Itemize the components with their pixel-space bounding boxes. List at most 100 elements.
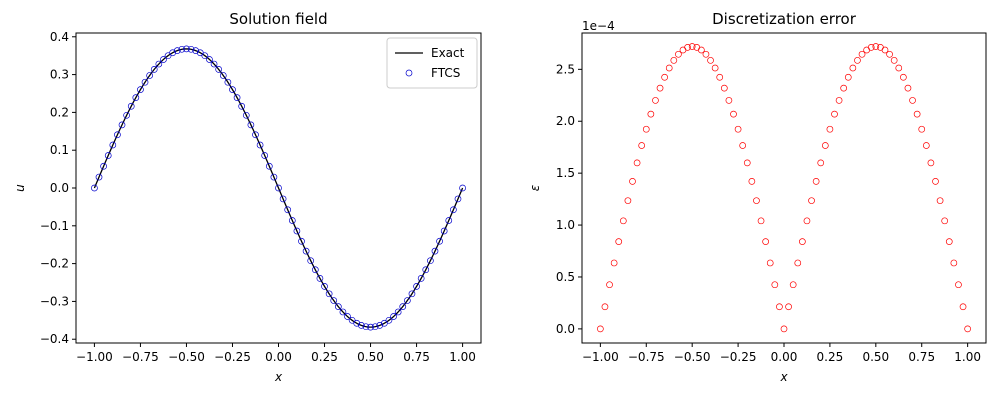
data-point	[762, 238, 769, 245]
plot-frame	[75, 32, 482, 344]
data-point	[656, 84, 664, 92]
x-tick-label: −0.75	[122, 350, 159, 364]
x-tick-label: 0.50	[357, 350, 384, 364]
legend: Exact FTCS	[386, 37, 478, 89]
data-point	[284, 206, 292, 214]
chart-title: Discretization error	[712, 10, 857, 28]
data-point	[431, 247, 439, 255]
data-point	[936, 197, 944, 205]
y-tick-label: 1.0	[556, 218, 575, 232]
data-point	[155, 60, 163, 68]
x-tick-label: 0.00	[265, 350, 292, 364]
x-tick-label: 0.25	[817, 350, 844, 364]
y-tick-label: 2.5	[556, 62, 575, 76]
data-point	[688, 43, 696, 50]
y-tick-label: 0.2	[50, 105, 69, 119]
data-point	[339, 308, 347, 316]
data-point	[385, 316, 393, 324]
data-point	[808, 197, 815, 205]
data-point	[702, 50, 710, 58]
data-point	[440, 227, 448, 235]
data-point	[698, 46, 705, 54]
data-point	[330, 297, 338, 304]
y-tick-label: 0.5	[556, 270, 575, 284]
x-tick-label: −0.75	[628, 350, 665, 364]
data-point	[757, 217, 765, 225]
y-axis-label: u	[13, 184, 27, 192]
data-point	[776, 303, 783, 311]
data-point	[91, 184, 98, 192]
x-tick-label: −1.00	[582, 350, 619, 364]
data-point	[201, 52, 209, 60]
data-point	[307, 257, 315, 265]
data-point	[178, 45, 186, 53]
data-point	[109, 141, 117, 149]
data-point	[780, 325, 788, 333]
data-point	[399, 303, 407, 310]
data-point	[404, 297, 411, 304]
data-point	[210, 60, 218, 68]
data-point	[863, 46, 870, 54]
data-point	[146, 72, 153, 79]
data-point	[826, 125, 834, 133]
data-point	[679, 46, 687, 54]
data-point	[918, 125, 926, 133]
y-tick-label: 0.1	[50, 143, 69, 157]
chart-title: Solution field	[229, 10, 327, 28]
discretization-error-panel: Discretization error −1.00 −0.75 −0.50 −0.25…	[528, 10, 987, 384]
data-point	[141, 78, 149, 86]
data-point	[150, 66, 158, 73]
data-point	[886, 50, 893, 58]
legend-label: Exact	[431, 46, 465, 60]
data-point	[661, 73, 668, 81]
data-point	[597, 325, 604, 333]
data-point	[638, 142, 646, 149]
data-point	[206, 56, 213, 63]
data-point	[436, 237, 443, 245]
data-point	[454, 195, 462, 203]
data-point	[187, 45, 195, 53]
data-point	[895, 64, 903, 72]
data-point	[357, 322, 365, 329]
x-tick-label: −0.25	[720, 350, 757, 364]
data-point	[164, 52, 172, 60]
data-point	[601, 303, 609, 311]
x-tick-label: 0.50	[862, 350, 889, 364]
data-point	[344, 313, 351, 320]
data-point	[964, 325, 971, 333]
data-point	[955, 281, 962, 289]
data-point	[367, 323, 374, 331]
data-point	[927, 159, 935, 167]
data-point	[812, 177, 820, 185]
data-point	[132, 94, 140, 102]
data-point	[799, 238, 806, 245]
data-point	[821, 142, 829, 149]
x-tick-label: 1.00	[449, 350, 476, 364]
plot-frame	[581, 32, 987, 344]
data-point	[959, 303, 967, 311]
data-point	[771, 281, 779, 289]
legend-swatch-marker	[405, 69, 413, 77]
data-point	[753, 197, 760, 205]
data-point	[734, 125, 742, 133]
data-point	[913, 110, 921, 118]
x-axis-label: x	[274, 370, 283, 384]
data-point	[160, 56, 167, 63]
data-point	[450, 206, 457, 214]
data-point	[242, 111, 250, 119]
data-point	[247, 121, 255, 129]
data-point	[316, 275, 324, 282]
data-point	[376, 322, 384, 329]
data-point	[785, 303, 792, 311]
y-tick-label: 0.4	[50, 30, 69, 44]
data-point	[118, 121, 126, 129]
data-point	[950, 259, 958, 267]
data-point	[348, 316, 356, 324]
data-point	[909, 97, 916, 104]
y-axis-label: ε	[528, 184, 542, 191]
data-point	[794, 259, 802, 267]
data-point	[766, 259, 774, 267]
data-point	[334, 303, 342, 310]
data-point	[459, 184, 466, 192]
data-point	[619, 217, 627, 225]
